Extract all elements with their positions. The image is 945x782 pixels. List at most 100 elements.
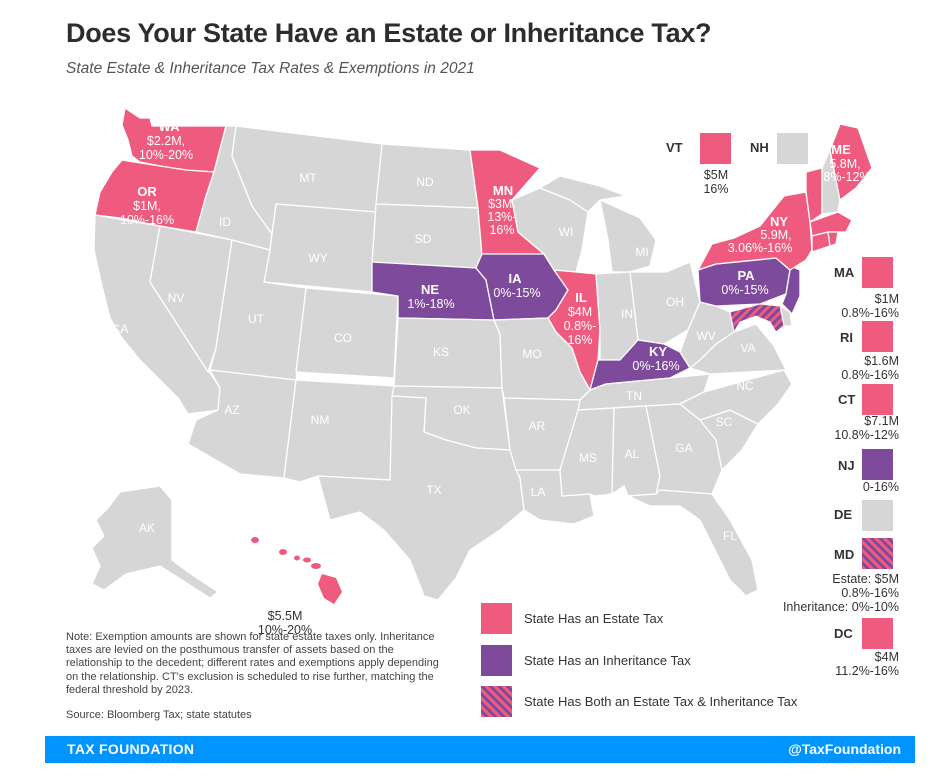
label-ny-exemption: 5.9M, bbox=[760, 228, 791, 242]
label-nc: NC bbox=[736, 379, 754, 393]
label-hi-exemption: $5.5M bbox=[268, 609, 303, 623]
side-vt-rate: 16% bbox=[703, 182, 729, 196]
label-in: IN bbox=[621, 307, 633, 321]
label-ok: OK bbox=[453, 403, 470, 417]
side-vt-text: $5M 16% bbox=[690, 168, 742, 196]
label-me-exemption: 5.8M, bbox=[829, 157, 860, 171]
label-wa-exemption: $2.2M, bbox=[147, 134, 185, 148]
label-ny-rate: 3.06%-16% bbox=[728, 241, 793, 255]
label-wi: WI bbox=[559, 225, 574, 239]
side-ri-exemption: $1.6M bbox=[864, 354, 899, 368]
side-nj-text: 0-16% bbox=[863, 480, 899, 494]
label-wv: WV bbox=[696, 329, 715, 343]
label-ak: AK bbox=[139, 521, 155, 535]
label-il-rate2: 16% bbox=[567, 333, 592, 347]
state-vt bbox=[805, 167, 823, 223]
label-va: VA bbox=[740, 341, 755, 355]
label-mi: MI bbox=[635, 245, 648, 259]
side-md-line1: Estate: $5M bbox=[832, 572, 899, 586]
side-ct-text: $7.1M 10.8%-12% bbox=[834, 414, 899, 442]
label-hi-rate: 10%-20% bbox=[258, 623, 312, 637]
side-vt-abbr: VT bbox=[666, 140, 683, 155]
label-fl: FL bbox=[723, 529, 737, 543]
label-nm: NM bbox=[311, 413, 330, 427]
side-dc-exemption: $4M bbox=[874, 650, 899, 664]
label-or-rate: 10%-16% bbox=[120, 213, 174, 227]
side-vt-swatch bbox=[700, 133, 731, 164]
footer-bar: TAX FOUNDATION @TaxFoundation bbox=[45, 736, 915, 763]
label-ar: AR bbox=[529, 419, 546, 433]
side-md-line2: 0.8%-16% bbox=[841, 586, 899, 600]
side-de-swatch bbox=[862, 500, 893, 531]
label-wa-rate: 10%-20% bbox=[139, 148, 193, 162]
side-ct-swatch bbox=[862, 384, 893, 415]
side-md-text: Estate: $5M 0.8%-16% Inheritance: 0%-10% bbox=[783, 572, 899, 614]
side-ma-exemption: $1M bbox=[874, 292, 899, 306]
label-ky-abbr: KY bbox=[649, 344, 667, 359]
state-mi-up bbox=[539, 175, 627, 213]
side-dc-rate: 11.2%-16% bbox=[835, 664, 899, 678]
label-mo: MO bbox=[522, 347, 541, 361]
label-az: AZ bbox=[224, 403, 239, 417]
side-ma-abbr: MA bbox=[834, 265, 855, 280]
legend-both-swatch bbox=[481, 686, 512, 717]
side-nj-rate: 0-16% bbox=[862, 480, 899, 494]
state-nm bbox=[283, 379, 395, 483]
side-md-swatch bbox=[862, 538, 893, 569]
label-ky-rate: 0%-16% bbox=[632, 359, 679, 373]
side-ma-swatch bbox=[862, 257, 893, 288]
side-ct-abbr: CT bbox=[838, 392, 856, 407]
label-nv: NV bbox=[168, 291, 185, 305]
label-or-exemption: $1M, bbox=[133, 199, 161, 213]
label-co: CO bbox=[334, 331, 352, 345]
state-ak bbox=[91, 485, 219, 599]
side-dc-swatch bbox=[862, 618, 893, 649]
label-me-abbr: ME bbox=[831, 142, 851, 157]
label-ca: CA bbox=[112, 322, 129, 336]
label-pa-abbr: PA bbox=[737, 268, 755, 283]
label-mn-rate: 13%- bbox=[487, 210, 516, 224]
side-nh-swatch bbox=[777, 133, 808, 164]
label-mn-abbr: MN bbox=[493, 183, 513, 198]
state-wy bbox=[263, 203, 377, 293]
footer-brand: TAX FOUNDATION bbox=[67, 741, 195, 757]
state-mi bbox=[599, 199, 657, 273]
label-mn-rate2: 16% bbox=[489, 223, 514, 237]
label-ne-abbr: NE bbox=[421, 282, 439, 297]
side-nj-swatch bbox=[862, 449, 893, 480]
side-nh-abbr: NH bbox=[750, 140, 769, 155]
state-md-hatch bbox=[729, 303, 785, 334]
label-oh: OH bbox=[666, 295, 684, 309]
footnote: Note: Exemption amounts are shown for st… bbox=[66, 631, 439, 696]
side-dc-abbr: DC bbox=[834, 626, 853, 641]
side-md-abbr: MD bbox=[834, 547, 855, 562]
label-ny-abbr: NY bbox=[770, 214, 788, 229]
side-de-abbr: DE bbox=[834, 507, 853, 522]
side-ma-text: $1M 0.8%-16% bbox=[841, 292, 899, 320]
label-il-abbr: IL bbox=[575, 290, 587, 305]
label-or-abbr: OR bbox=[137, 184, 157, 199]
source-line: Source: Bloomberg Tax; state statutes bbox=[66, 709, 252, 721]
label-sc: SC bbox=[716, 415, 733, 429]
state-ri bbox=[827, 231, 839, 247]
label-il-rate: 0.8%- bbox=[564, 319, 597, 333]
side-ma-rate: 0.8%-16% bbox=[841, 306, 899, 320]
side-ri-swatch bbox=[862, 321, 893, 352]
state-nj bbox=[781, 263, 801, 315]
side-md-line3: Inheritance: 0%-10% bbox=[782, 600, 899, 614]
legend-both-label: State Has Both an Estate Tax & Inheritan… bbox=[524, 694, 798, 709]
label-wy: WY bbox=[308, 251, 327, 265]
label-pa-rate: 0%-15% bbox=[721, 283, 768, 297]
label-wa-abbr: WA bbox=[159, 119, 181, 134]
state-ct bbox=[811, 231, 831, 253]
page-title: Does Your State Have an Estate or Inheri… bbox=[66, 18, 712, 48]
label-il-exemption: $4M bbox=[568, 305, 592, 319]
label-id: ID bbox=[219, 215, 231, 229]
label-mn-exemption: $3M, bbox=[488, 197, 516, 211]
state-fl bbox=[627, 489, 759, 597]
state-hi bbox=[251, 537, 342, 604]
legend-estate-label: State Has an Estate Tax bbox=[524, 611, 664, 626]
footer-handle[interactable]: @TaxFoundation bbox=[788, 741, 901, 757]
state-nc bbox=[679, 369, 793, 425]
